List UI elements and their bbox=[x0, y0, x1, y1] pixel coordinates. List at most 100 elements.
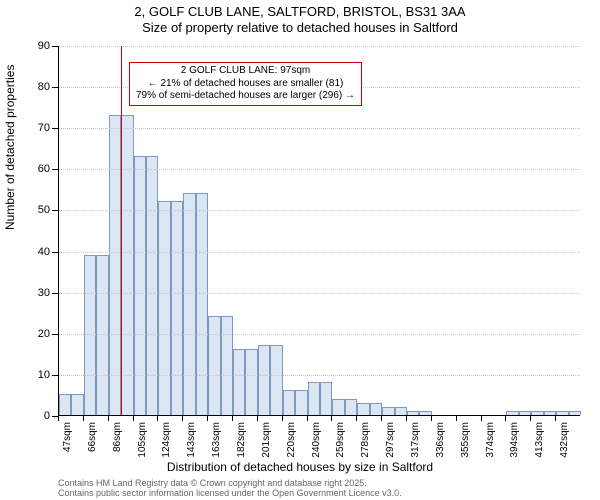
chart-title-line1: 2, GOLF CLUB LANE, SALTFORD, BRISTOL, BS… bbox=[0, 4, 600, 20]
histogram-bar bbox=[171, 201, 183, 415]
histogram-bar bbox=[531, 411, 543, 415]
chart-plot-area: 2 GOLF CLUB LANE: 97sqm ← 21% of detache… bbox=[58, 46, 580, 416]
gridline bbox=[59, 169, 580, 170]
histogram-bar bbox=[395, 407, 407, 415]
histogram-bar bbox=[96, 255, 108, 415]
histogram-bar bbox=[320, 382, 332, 415]
histogram-bar bbox=[544, 411, 556, 415]
histogram-bar bbox=[59, 394, 71, 415]
y-tick bbox=[52, 46, 58, 47]
footer-line2: Contains public sector information licen… bbox=[58, 488, 402, 498]
y-tick-label: 90 bbox=[38, 40, 50, 52]
histogram-bar bbox=[382, 407, 394, 415]
histogram-bar bbox=[121, 115, 133, 415]
x-tick-label: 201sqm bbox=[261, 422, 272, 458]
histogram-bar bbox=[109, 115, 121, 415]
chart-title-line2: Size of property relative to detached ho… bbox=[0, 20, 600, 36]
x-tick-label: 66sqm bbox=[87, 422, 98, 452]
histogram-bar bbox=[332, 399, 344, 415]
histogram-bar bbox=[370, 403, 382, 415]
x-tick bbox=[431, 416, 432, 421]
x-tick bbox=[307, 416, 308, 421]
histogram-bar bbox=[419, 411, 431, 415]
x-tick bbox=[481, 416, 482, 421]
histogram-bar bbox=[295, 390, 307, 415]
histogram-bar bbox=[308, 382, 320, 415]
histogram-bar bbox=[71, 394, 83, 415]
x-tick-label: 143sqm bbox=[186, 422, 197, 458]
y-tick bbox=[52, 334, 58, 335]
annotation-line3: 79% of semi-detached houses are larger (… bbox=[136, 90, 355, 103]
x-tick-label: 47sqm bbox=[62, 422, 73, 452]
x-tick bbox=[456, 416, 457, 421]
annotation-line2: ← 21% of detached houses are smaller (81… bbox=[136, 78, 355, 91]
y-tick bbox=[52, 210, 58, 211]
x-tick-label: 394sqm bbox=[509, 422, 520, 458]
histogram-bar bbox=[506, 411, 518, 415]
y-tick-label: 80 bbox=[38, 81, 50, 93]
histogram-bar bbox=[258, 345, 270, 415]
x-axis-label: Distribution of detached houses by size … bbox=[0, 460, 600, 474]
y-tick bbox=[52, 293, 58, 294]
gridline bbox=[59, 293, 580, 294]
y-tick-label: 0 bbox=[44, 410, 50, 422]
histogram-bar bbox=[519, 411, 531, 415]
gridline bbox=[59, 252, 580, 253]
x-tick-label: 413sqm bbox=[534, 422, 545, 458]
x-tick-label: 240sqm bbox=[311, 422, 322, 458]
x-tick-label: 163sqm bbox=[211, 422, 222, 458]
x-tick-label: 105sqm bbox=[137, 422, 148, 458]
x-tick bbox=[381, 416, 382, 421]
x-tick-label: 432sqm bbox=[559, 422, 570, 458]
x-tick bbox=[157, 416, 158, 421]
histogram-bar bbox=[84, 255, 96, 415]
marker-line bbox=[121, 46, 122, 415]
x-tick bbox=[133, 416, 134, 421]
chart-title-block: 2, GOLF CLUB LANE, SALTFORD, BRISTOL, BS… bbox=[0, 4, 600, 37]
x-tick bbox=[207, 416, 208, 421]
histogram-bar bbox=[183, 193, 195, 415]
histogram-bar bbox=[357, 403, 369, 415]
histogram-bar bbox=[569, 411, 581, 415]
histogram-bar bbox=[345, 399, 357, 415]
histogram-bar bbox=[245, 349, 257, 415]
x-tick-label: 374sqm bbox=[485, 422, 496, 458]
y-tick bbox=[52, 375, 58, 376]
x-tick bbox=[555, 416, 556, 421]
y-axis-label: Number of detached properties bbox=[3, 65, 17, 230]
x-tick-label: 336sqm bbox=[435, 422, 446, 458]
y-tick-label: 40 bbox=[38, 246, 50, 258]
gridline bbox=[59, 334, 580, 335]
x-tick-label: 182sqm bbox=[236, 422, 247, 458]
y-tick bbox=[52, 87, 58, 88]
x-tick bbox=[58, 416, 59, 421]
histogram-bar bbox=[270, 345, 282, 415]
y-tick-label: 70 bbox=[38, 122, 50, 134]
annotation-line1: 2 GOLF CLUB LANE: 97sqm bbox=[136, 65, 355, 78]
histogram-bar bbox=[146, 156, 158, 415]
x-tick-label: 355sqm bbox=[460, 422, 471, 458]
x-tick-label: 220sqm bbox=[286, 422, 297, 458]
histogram-bar bbox=[158, 201, 170, 415]
histogram-bar bbox=[208, 316, 220, 415]
x-tick-label: 317sqm bbox=[410, 422, 421, 458]
gridline bbox=[59, 210, 580, 211]
x-tick-label: 124sqm bbox=[161, 422, 172, 458]
x-tick bbox=[257, 416, 258, 421]
y-tick-label: 10 bbox=[38, 369, 50, 381]
x-tick bbox=[356, 416, 357, 421]
x-tick-label: 86sqm bbox=[112, 422, 123, 452]
y-tick-label: 50 bbox=[38, 204, 50, 216]
gridline bbox=[59, 46, 580, 47]
histogram-bar bbox=[196, 193, 208, 415]
footer-line1: Contains HM Land Registry data © Crown c… bbox=[58, 478, 402, 488]
x-tick bbox=[505, 416, 506, 421]
x-tick bbox=[331, 416, 332, 421]
y-tick-label: 20 bbox=[38, 328, 50, 340]
histogram-bar bbox=[221, 316, 233, 415]
histogram-bar bbox=[134, 156, 146, 415]
x-tick-label: 297sqm bbox=[385, 422, 396, 458]
histogram-bar bbox=[233, 349, 245, 415]
x-tick-label: 278sqm bbox=[360, 422, 371, 458]
histogram-bar bbox=[556, 411, 568, 415]
